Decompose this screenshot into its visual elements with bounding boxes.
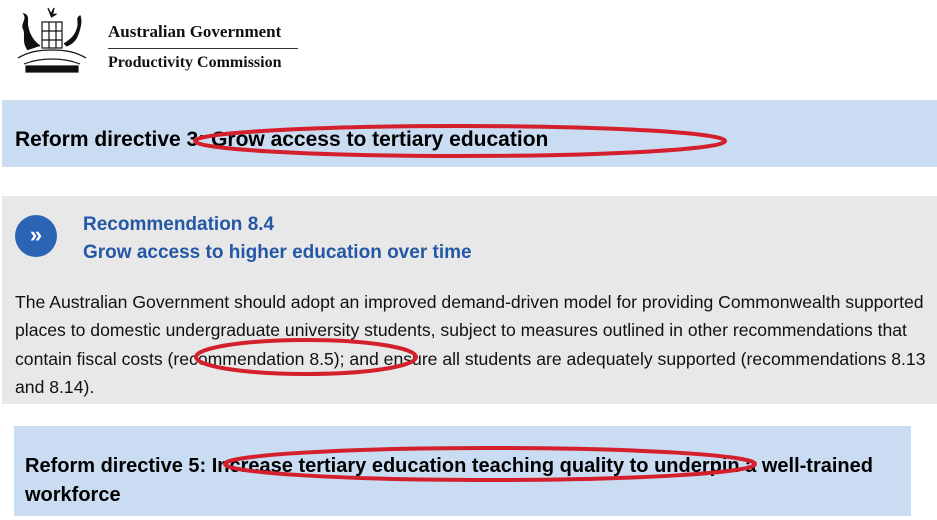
reform-directive-3-title: Reform directive 3: Grow access to terti… <box>15 128 549 151</box>
coat-of-arms-logo <box>17 7 87 73</box>
recommendation-title: Grow access to higher education over tim… <box>83 242 472 263</box>
reform-directive-5-banner: Reform directive 5: Increase tertiary ed… <box>14 426 911 516</box>
recommendation-heading: Recommendation 8.4 Grow access to higher… <box>83 211 472 267</box>
org-line-productivity-commission: Productivity Commission <box>108 54 282 71</box>
recommendation-body: The Australian Government should adopt a… <box>15 292 926 398</box>
reform-directive-3-banner: Reform directive 3: Grow access to terti… <box>2 100 937 167</box>
double-chevron-right-icon: » <box>15 215 57 257</box>
reform-directive-5-title: Reform directive 5: Increase tertiary ed… <box>25 455 873 506</box>
recommendation-number: Recommendation 8.4 <box>83 214 275 235</box>
organisation-name: Australian Government Productivity Commi… <box>108 22 298 72</box>
recommendation-box: » Recommendation 8.4 Grow access to high… <box>2 196 937 404</box>
org-line-australian-government: Australian Government <box>108 22 298 49</box>
